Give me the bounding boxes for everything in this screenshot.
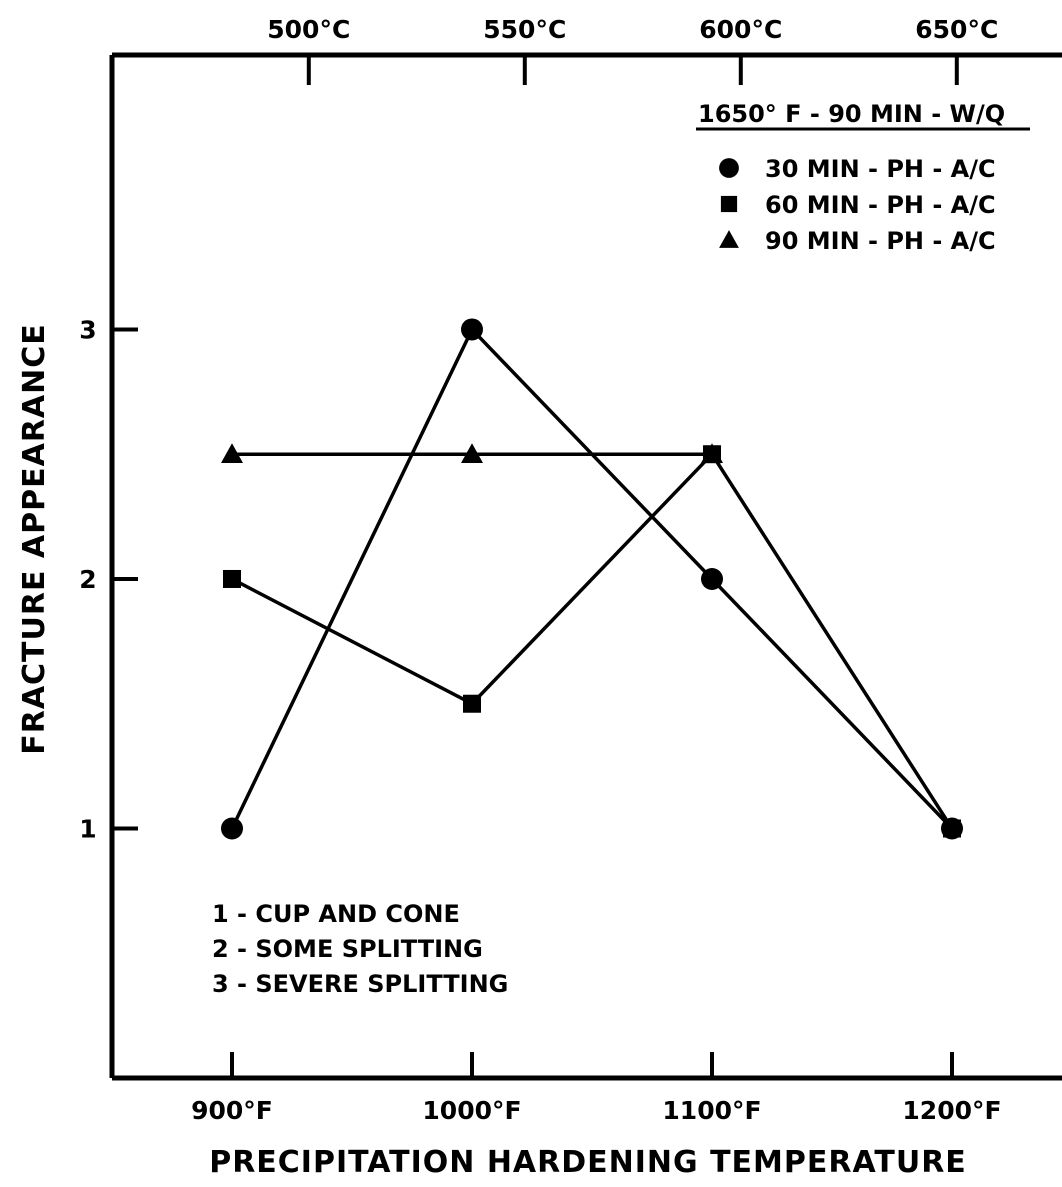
y-axis-title: FRACTURE APPEARANCE [17,323,52,755]
series-60-min-ph-a-c-point [223,569,241,588]
series-60-min-ph-a-c-point [463,694,481,713]
series-90-min-ph-a-c-point [461,443,483,464]
annotation-note: 1 - CUP AND CONE [212,900,460,928]
top-axis-tick-label: 500°C [267,15,350,44]
legend-item-30-min-ph-a-c: 30 MIN - PH - A/C [765,155,996,183]
y-tick-label: 1 [79,814,96,843]
legend-item-60-min-ph-a-c: 60 MIN - PH - A/C [765,191,996,219]
series-90-min-ph-a-c [221,443,723,464]
top-axis-tick-label: 600°C [699,15,782,44]
x-tick-label: 1200°F [902,1096,1001,1125]
series-90-min-ph-a-c-point [221,443,243,464]
plot-frame [109,52,1062,1081]
legend-marker-triangle [719,230,739,248]
x-tick-label: 1100°F [662,1096,761,1125]
series-30-min-ph-a-c-point [221,817,243,840]
series-60-min-ph-a-c-point [943,819,961,838]
top-axis-tick-label: 550°C [483,15,566,44]
x-tick-label: 1000°F [422,1096,521,1125]
annotation-notes: 1 - CUP AND CONE 2 - SOME SPLITTING 3 - SE… [212,900,508,998]
annotation-note: 2 - SOME SPLITTING [212,935,483,963]
series-90-min-ph-a-c-point [701,443,723,464]
legend-title: 1650° F - 90 MIN - W/Q [698,100,1005,128]
annotation-note: 3 - SEVERE SPLITTING [212,970,508,998]
x-axis-title: PRECIPITATION HARDENING TEMPERATURE [209,1145,967,1180]
top-axis-tick-label: 650°C [915,15,998,44]
series-30-min-ph-a-c-point [701,567,723,590]
legend-marker-circle [719,158,739,178]
series-60-min-ph-a-c [223,445,961,838]
axes: 1 2 3 900°F 1000°F 1100°F 1200°F 500°C 550°C 600°… [17,15,1002,1180]
x-tick-label: 900°F [191,1096,273,1125]
y-tick-label: 2 [79,565,96,594]
legend-marker-square [720,195,738,213]
legend: 1650° F - 90 MIN - W/Q 30 MIN - PH - A/C 6… [696,100,1030,255]
y-tick-label: 3 [79,315,96,344]
series-layer [221,318,963,840]
series-30-min-ph-a-c-point [461,318,483,341]
legend-item-90-min-ph-a-c: 90 MIN - PH - A/C [765,227,996,255]
series-60-min-ph-a-c-line [231,452,954,830]
